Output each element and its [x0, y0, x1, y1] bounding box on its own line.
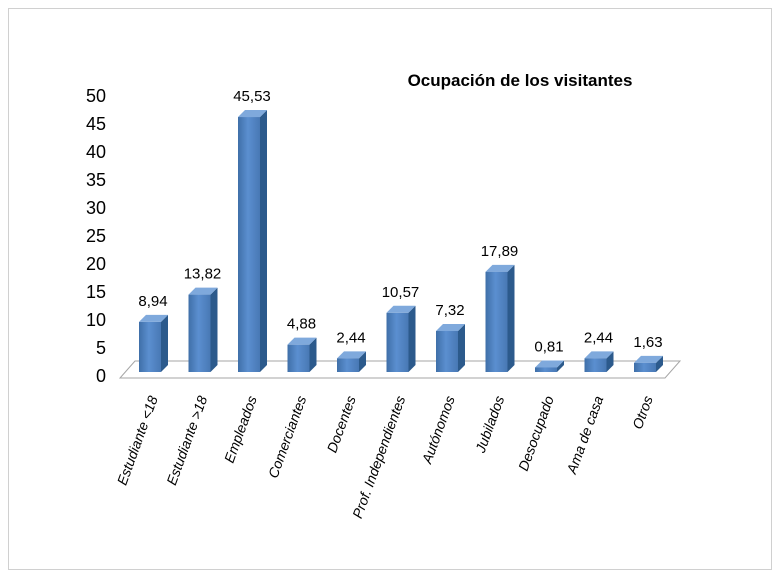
bar-side [210, 287, 218, 372]
bar-top [188, 287, 218, 295]
bar [386, 312, 409, 372]
data-label: 45,53 [233, 88, 271, 105]
y-tick-label: 20 [86, 254, 106, 274]
y-tick-label: 5 [96, 338, 106, 358]
bar-top [535, 360, 564, 368]
bar-side [606, 351, 614, 372]
chart-title: Ocupación de los visitantes [408, 71, 633, 90]
bar-side [260, 110, 267, 373]
bar-side [656, 355, 663, 372]
bar-top [386, 305, 416, 313]
y-tick-label: 25 [86, 226, 106, 246]
data-label: 8,94 [138, 293, 167, 310]
bar-top [584, 351, 614, 359]
y-tick-label: 50 [86, 86, 106, 106]
bar [188, 294, 211, 372]
bar [337, 358, 359, 372]
bar-top [238, 110, 267, 118]
bar-top [634, 355, 663, 363]
bar [287, 344, 310, 372]
bar [634, 362, 656, 372]
y-tick-label: 15 [86, 282, 106, 302]
bar [238, 117, 260, 372]
data-label: 4,88 [287, 316, 316, 333]
bar-top [436, 324, 465, 332]
bar-side [507, 264, 515, 372]
bar-side [359, 351, 366, 372]
bar-top [139, 314, 168, 322]
data-label: 7,32 [435, 302, 464, 319]
bar-top [485, 264, 515, 272]
bar [584, 358, 607, 372]
bar-top [337, 351, 366, 359]
chart-border [8, 8, 772, 570]
y-tick-label: 0 [96, 366, 106, 386]
y-tick-label: 45 [86, 114, 106, 134]
bar [436, 331, 458, 372]
y-tick-label: 40 [86, 142, 106, 162]
data-label: 2,44 [584, 329, 613, 346]
data-label: 2,44 [336, 329, 365, 346]
bar [139, 321, 161, 372]
bar-side [309, 337, 317, 372]
bar-side [161, 314, 168, 372]
bar-side [557, 360, 564, 372]
bar [485, 271, 508, 372]
data-label: 13,82 [184, 266, 222, 283]
data-label: 10,57 [382, 284, 420, 301]
y-tick-label: 30 [86, 198, 106, 218]
data-label: 0,81 [534, 338, 563, 355]
y-tick-label: 10 [86, 310, 106, 330]
bar [535, 367, 557, 372]
data-label: 1,63 [633, 334, 662, 351]
bar-side [458, 324, 465, 372]
bar-side [408, 305, 416, 372]
bar-top [287, 337, 317, 345]
data-label: 17,89 [481, 243, 519, 260]
y-tick-label: 35 [86, 170, 106, 190]
